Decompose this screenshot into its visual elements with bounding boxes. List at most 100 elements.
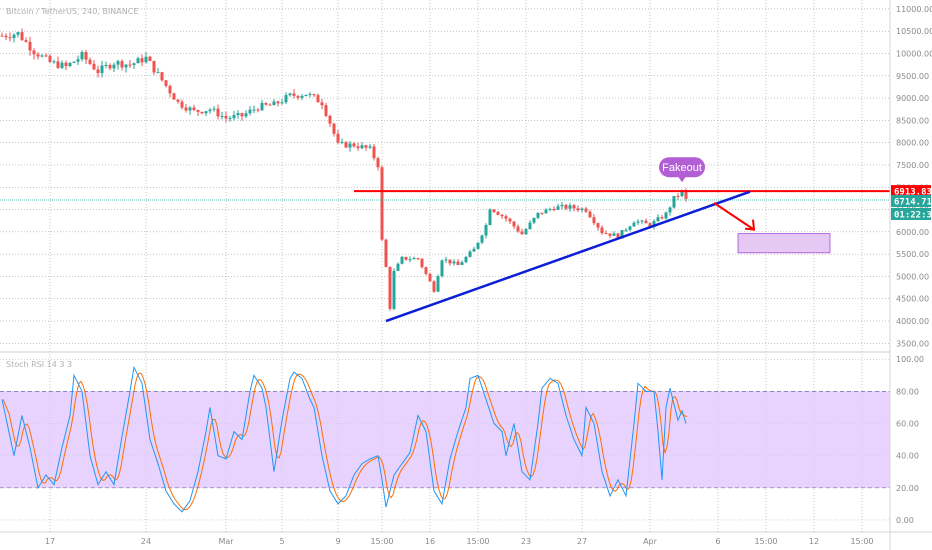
- overbought-oversold-band: [0, 391, 890, 488]
- price-tick-label: 8000.00: [896, 139, 929, 148]
- time-tick-label: 17: [45, 537, 55, 546]
- price-axis-bg: [890, 0, 932, 550]
- candle-body: [676, 195, 680, 197]
- current-price-tag: 6714.71: [894, 197, 932, 207]
- candle-body: [584, 208, 588, 212]
- candle-body: [336, 133, 340, 143]
- candle-body: [252, 109, 256, 111]
- candle-body: [592, 217, 596, 224]
- candle-body: [540, 212, 544, 214]
- candle-body: [232, 115, 236, 119]
- candle-body: [256, 109, 260, 111]
- candle-body: [276, 101, 280, 104]
- time-tick-label: 27: [577, 537, 587, 546]
- candle-body: [576, 208, 580, 211]
- candle-body: [184, 107, 188, 111]
- candle-body: [152, 60, 156, 73]
- candle-body: [280, 102, 284, 104]
- candle-body: [328, 115, 332, 124]
- candle-body: [0, 35, 4, 37]
- countdown-tag: 01:22:36: [894, 210, 932, 220]
- candle-body: [312, 94, 316, 96]
- projection-arrow-shaft: [713, 202, 755, 231]
- candle-body: [148, 56, 152, 61]
- candle-body: [156, 72, 160, 74]
- price-axis[interactable]: 3500.00 4000.00 4500.00 5000.00 5500.00 6000.…: [889, 0, 932, 550]
- time-axis[interactable]: 17 24 Mar 5 9 15:00 16 15:00 23 27 Apr 6 15:00 12 15:0…: [0, 531, 932, 546]
- candle-body: [460, 262, 464, 265]
- candle-body: [464, 256, 468, 263]
- candle-body: [196, 109, 200, 112]
- candle-body: [128, 64, 132, 66]
- candle-body: [140, 58, 144, 63]
- candle-body: [636, 221, 640, 223]
- time-tick-label: Mar: [218, 537, 234, 546]
- candle-body: [108, 64, 112, 69]
- target-zone: [737, 233, 831, 254]
- candle-body: [408, 259, 412, 261]
- osc-tick-label: 40.00: [896, 452, 919, 461]
- candle-body: [60, 62, 64, 68]
- candle-body: [68, 62, 72, 67]
- candle-body: [72, 61, 76, 63]
- time-tick-label: 16: [425, 537, 435, 546]
- candle-body: [476, 242, 480, 249]
- candle-body: [216, 108, 220, 117]
- candle-body: [80, 52, 84, 60]
- candle-body: [192, 107, 196, 110]
- candle-body: [372, 146, 376, 159]
- candle-body: [248, 109, 252, 114]
- candle-body: [656, 217, 660, 222]
- candle-body: [20, 32, 24, 41]
- candle-body: [48, 55, 52, 63]
- candle-body: [92, 63, 96, 70]
- candle-body: [136, 58, 140, 64]
- candle-body: [484, 224, 488, 236]
- candle-body: [452, 261, 456, 264]
- candle-body: [532, 217, 536, 223]
- oscillator-axis[interactable]: 0.00 20.00 40.00 60.00 80.00 100.00: [896, 355, 924, 525]
- price-tick-label: 3500.00: [896, 339, 929, 348]
- oscillator-band: [0, 391, 890, 489]
- candle-body: [32, 50, 36, 55]
- candle-body: [404, 256, 408, 260]
- stoch-d-line: [2, 372, 688, 511]
- time-tick-label: 5: [279, 537, 284, 546]
- osc-tick-label: 0.00: [896, 516, 914, 525]
- time-tick-label: 24: [141, 537, 151, 546]
- candle-body: [164, 80, 168, 86]
- candle-body: [436, 276, 440, 292]
- candle-body: [684, 190, 688, 199]
- candle-body: [200, 111, 204, 114]
- candle-body: [28, 41, 32, 51]
- candle-body: [112, 64, 116, 69]
- candle-body: [368, 146, 372, 148]
- candle-body: [424, 267, 428, 274]
- candle-body: [604, 233, 608, 235]
- candle-body: [44, 55, 48, 57]
- time-tick-label: 9: [335, 537, 340, 546]
- indicator-title: Stoch RSI 14 3 3: [6, 360, 72, 369]
- osc-tick-label: 60.00: [896, 420, 919, 429]
- candles: [0, 28, 688, 312]
- candle-body: [172, 93, 176, 100]
- candle-body: [520, 231, 524, 235]
- candle-body: [16, 32, 20, 35]
- candle-body: [160, 72, 164, 81]
- candle-body: [600, 227, 604, 234]
- candle-body: [300, 96, 304, 98]
- overlays: Fakeout: [0, 157, 890, 323]
- candle-body: [364, 145, 368, 148]
- price-tick-label: 4500.00: [896, 295, 929, 304]
- candle-body: [76, 59, 80, 62]
- candle-body: [292, 93, 296, 96]
- candle-body: [304, 94, 308, 97]
- candle-body: [316, 95, 320, 103]
- price-tick-label: 9500.00: [896, 72, 929, 81]
- price-tick-label: 10500.00: [896, 27, 932, 36]
- support-trendline: [385, 190, 751, 323]
- price-tick-label: 7500.00: [896, 161, 929, 170]
- candle-body: [420, 258, 424, 268]
- candle-body: [352, 143, 356, 147]
